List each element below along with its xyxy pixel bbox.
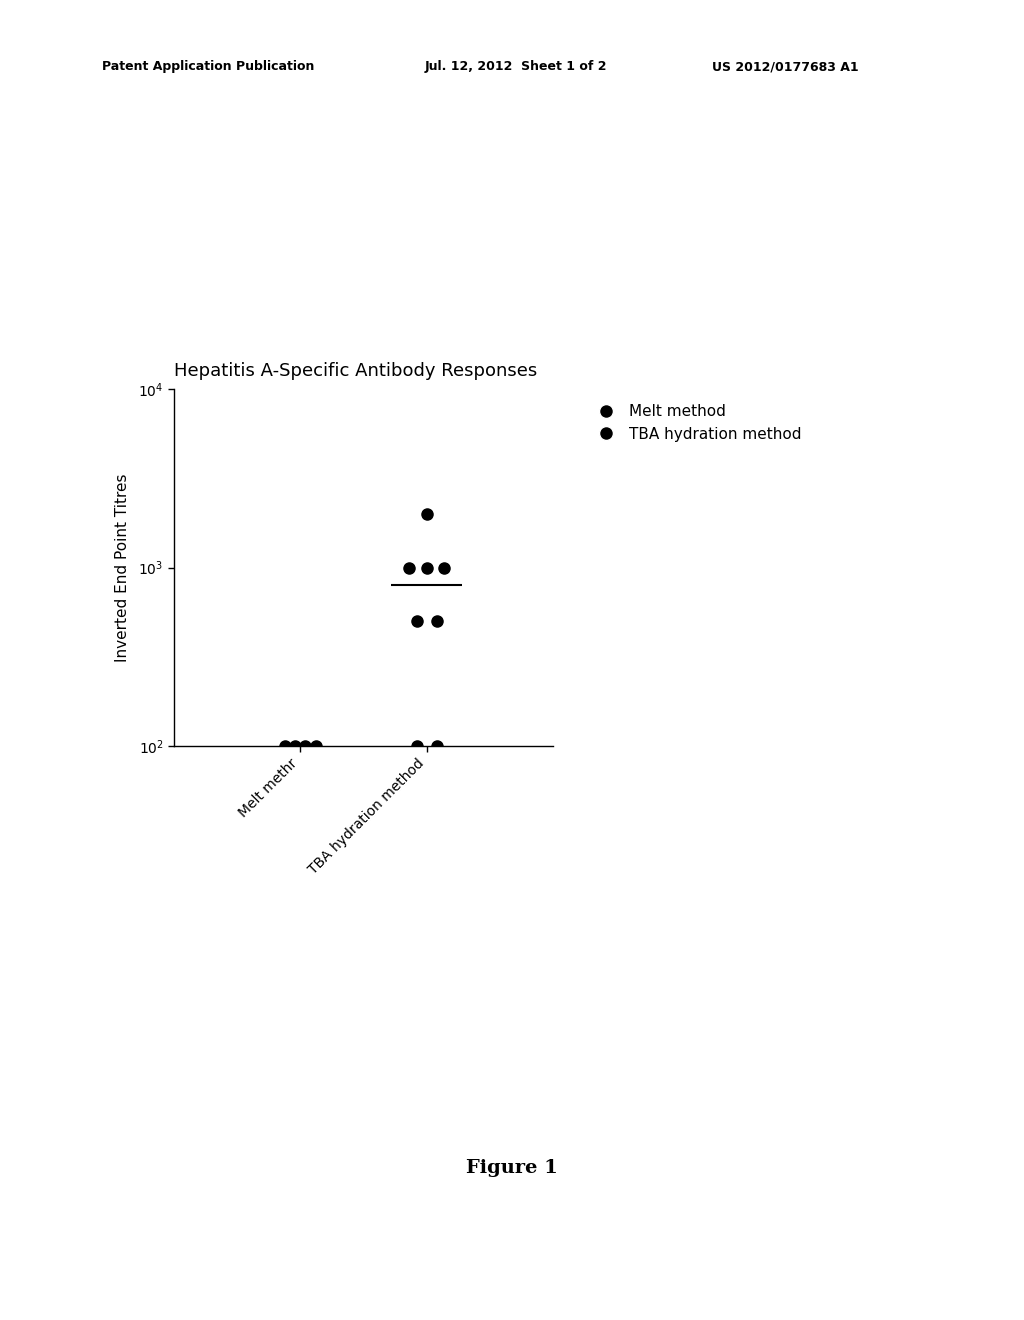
Text: US 2012/0177683 A1: US 2012/0177683 A1 [712,59,858,73]
Legend: Melt method, TBA hydration method: Melt method, TBA hydration method [591,404,802,442]
Text: Hepatitis A-Specific Antibody Responses: Hepatitis A-Specific Antibody Responses [174,362,538,380]
Text: Patent Application Publication: Patent Application Publication [102,59,314,73]
Text: Figure 1: Figure 1 [466,1159,558,1177]
Y-axis label: Inverted End Point Titres: Inverted End Point Titres [115,474,130,661]
Text: Jul. 12, 2012  Sheet 1 of 2: Jul. 12, 2012 Sheet 1 of 2 [425,59,607,73]
